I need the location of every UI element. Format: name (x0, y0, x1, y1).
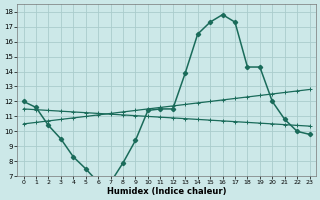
X-axis label: Humidex (Indice chaleur): Humidex (Indice chaleur) (107, 187, 226, 196)
